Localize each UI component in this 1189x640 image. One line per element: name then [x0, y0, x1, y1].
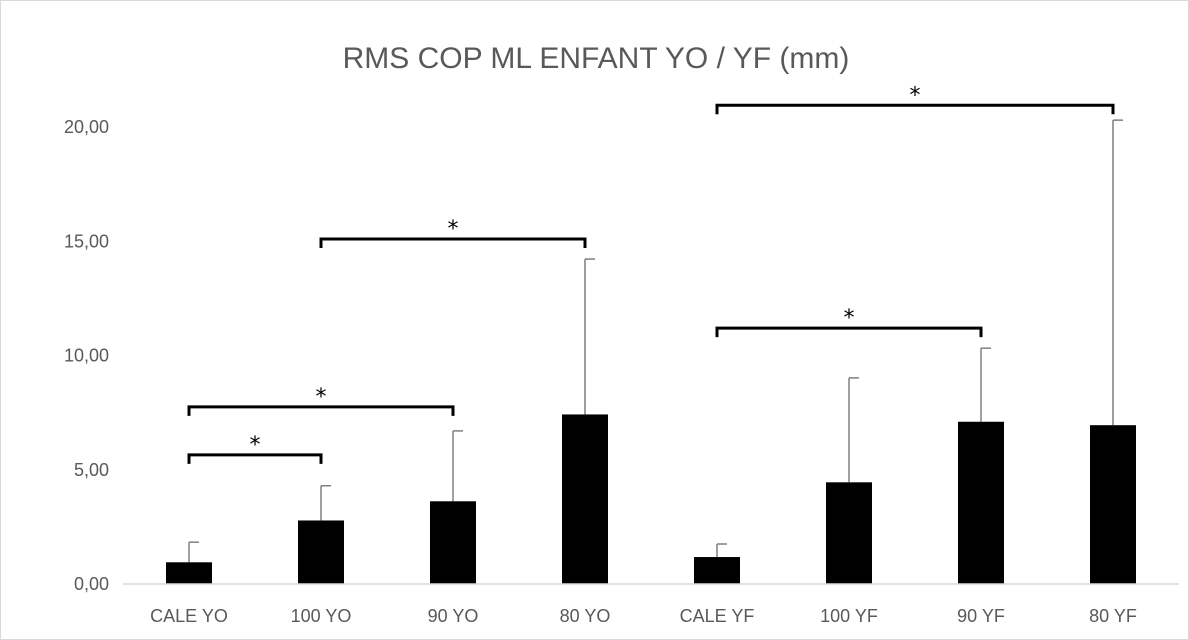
x-tick-label: 90 YF — [957, 606, 1005, 626]
x-tick-label: CALE YF — [680, 606, 755, 626]
error-bar — [848, 377, 859, 483]
y-axis-ticks: 0,00 5,00 10,00 15,00 20,00 — [64, 117, 109, 594]
error-bar — [188, 541, 199, 563]
significance-bracket: * — [715, 83, 1115, 115]
y-tick-label: 5,00 — [74, 460, 109, 480]
bar — [430, 501, 476, 584]
significance-star: * — [316, 385, 327, 410]
significance-star: * — [250, 433, 261, 458]
significance-brackets: * * * * * — [187, 83, 1115, 464]
significance-bracket: * — [187, 385, 455, 416]
x-tick-label: 90 YO — [428, 606, 479, 626]
error-bar — [452, 430, 463, 502]
significance-bracket: * — [319, 217, 587, 248]
bar — [166, 562, 212, 584]
x-tick-label: 100 YO — [291, 606, 352, 626]
significance-star: * — [448, 217, 459, 242]
significance-star: * — [844, 306, 855, 331]
bar — [1090, 425, 1136, 584]
x-tick-label: 80 YO — [560, 606, 611, 626]
error-bar — [1112, 119, 1123, 426]
chart-title: RMS COP ML ENFANT YO / YF (mm) — [343, 42, 850, 75]
bar — [298, 520, 344, 584]
error-bars — [188, 119, 1123, 563]
bar — [562, 414, 608, 584]
y-tick-label: 0,00 — [74, 574, 109, 594]
y-tick-label: 10,00 — [64, 346, 109, 366]
error-bar — [716, 543, 727, 558]
bar — [826, 482, 872, 584]
bars — [166, 414, 1136, 584]
error-bar — [980, 347, 991, 422]
x-axis-ticks: CALE YO 100 YO 90 YO 80 YO CALE YF 100 YF 90 Y… — [150, 606, 1137, 626]
x-tick-label: 80 YF — [1089, 606, 1137, 626]
error-bar — [584, 258, 595, 415]
error-bar — [320, 484, 331, 521]
significance-star: * — [910, 83, 921, 108]
x-tick-label: CALE YO — [150, 606, 228, 626]
bar — [694, 557, 740, 584]
significance-bracket: * — [187, 433, 323, 464]
y-tick-label: 15,00 — [64, 231, 109, 251]
y-tick-label: 20,00 — [64, 117, 109, 137]
bar — [958, 421, 1004, 584]
x-tick-label: 100 YF — [820, 606, 878, 626]
significance-bracket: * — [715, 306, 983, 338]
